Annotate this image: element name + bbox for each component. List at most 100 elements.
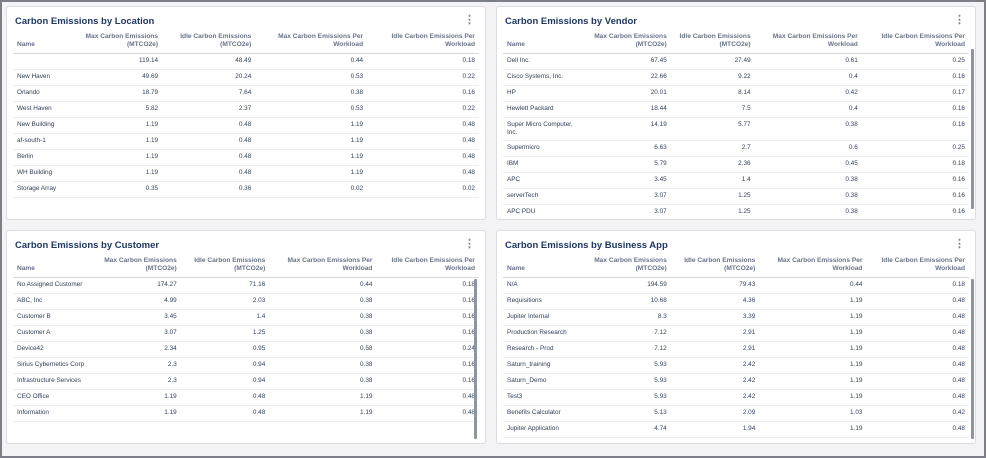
column-header-name[interactable]: Name [503,255,583,278]
cell-value: 2.37 [162,101,256,118]
table-row[interactable]: Research - Prod 7.12 2.91 1.19 0.48 [503,341,969,358]
table-row[interactable]: APC PDU 3.07 1.25 0.38 0.16 [503,204,969,215]
table-row[interactable]: Saturn_training 5.93 2.42 1.19 0.48 [503,357,969,374]
cell-name: ABC, Inc [13,293,93,310]
more-options-icon[interactable]: ⋮ [464,238,475,250]
column-header-3[interactable]: Max Carbon Emissions Per Workload [269,255,377,278]
table-row[interactable]: serverTech 3.07 1.25 0.38 0.16 [503,188,969,205]
column-header-2[interactable]: Idle Carbon Emissions (MTCO2e) [670,255,760,278]
cell-value: 194.59 [582,277,671,294]
table-row[interactable]: HP 20.01 8.14 0.42 0.17 [503,85,969,102]
cell-name: CEO Office [13,389,93,406]
table-row[interactable]: Infrastructure Services 2.3 0.94 0.38 0.16 [13,373,479,390]
table-header-row: Name Max Carbon Emissions (MTCO2e) Idle Ca… [13,255,479,278]
table-row[interactable]: Jupiter Application 4.74 1.94 1.19 0.48 [503,421,969,438]
cell-value: 1.25 [670,204,755,215]
table-row[interactable]: Cisco Systems, Inc. 22.66 9.22 0.4 0.16 [503,69,969,86]
cell-name: Supermicro [503,140,587,157]
column-header-1[interactable]: Max Carbon Emissions (MTCO2e) [582,255,671,278]
cell-value: 1.19 [759,421,867,438]
table-row[interactable]: IBM 5.79 2.36 0.45 0.18 [503,156,969,173]
column-header-4[interactable]: Idle Carbon Emissions Per Workload [866,255,969,278]
cell-value: 1.19 [269,389,377,406]
table-row[interactable]: N/A 194.59 79.43 0.44 0.18 [503,277,969,294]
column-header-4[interactable]: Idle Carbon Emissions Per Workload [861,31,969,54]
table-row[interactable]: New Haven 49.69 20.24 0.53 0.22 [13,69,479,86]
column-header-1[interactable]: Max Carbon Emissions (MTCO2e) [78,31,163,54]
table-row[interactable]: Information 1.19 0.48 1.19 0.48 [13,405,479,422]
column-header-2[interactable]: Idle Carbon Emissions (MTCO2e) [162,31,256,54]
table-row[interactable]: Storage Array 0.35 0.36 0.02 0.02 [13,181,479,198]
cell-name: WH Building [13,165,79,182]
table-row[interactable]: WH Building 1.19 0.48 1.19 0.48 [13,165,479,182]
table-row[interactable]: ABC, Inc 4.99 2.03 0.38 0.16 [13,293,479,310]
table-row[interactable]: Production Research 7.12 2.91 1.19 0.48 [503,325,969,342]
cell-value: 0.38 [754,117,862,141]
table-row[interactable]: Sirius Cybernetics Corp 2.3 0.94 0.38 0.16 [13,357,479,374]
table-row[interactable]: Benefits Calculator 5.13 2.09 1.03 0.42 [503,405,969,422]
cell-value: 2.42 [670,373,760,390]
scrollbar[interactable] [971,279,974,439]
table-row[interactable]: Requisitions 10.68 4.36 1.19 0.48 [503,293,969,310]
cell-value: 0.48 [180,405,270,422]
table-row[interactable]: New Building 1.19 0.48 1.19 0.48 [13,117,479,134]
column-header-name[interactable]: Name [13,31,79,54]
cell-value: 0.48 [162,149,256,166]
column-header-name[interactable]: Name [13,255,93,278]
column-header-2[interactable]: Idle Carbon Emissions (MTCO2e) [670,31,755,54]
table-row[interactable]: Test3 5.93 2.42 1.19 0.48 [503,389,969,406]
scrollbar[interactable] [474,279,477,439]
column-header-3[interactable]: Max Carbon Emissions Per Workload [759,255,867,278]
cell-value: 1.03 [759,405,867,422]
scrollbar[interactable] [971,49,974,209]
column-header-2[interactable]: Idle Carbon Emissions (MTCO2e) [180,255,270,278]
table-row[interactable]: Hewlett Packard 18.44 7.5 0.4 0.16 [503,101,969,118]
cell-name: New Building [13,117,79,134]
more-options-icon[interactable]: ⋮ [954,238,965,250]
table-row[interactable]: Dell Inc. 67.45 27.49 0.61 0.25 [503,53,969,70]
cell-value: 1.94 [670,421,760,438]
more-options-icon[interactable]: ⋮ [954,14,965,26]
table-row[interactable]: af-south-1 1.19 0.48 1.19 0.48 [13,133,479,150]
table-row[interactable]: 119.14 48.49 0.44 0.18 [13,53,479,70]
table-row[interactable]: Supermicro 6.63 2.7 0.6 0.25 [503,140,969,157]
cell-name: New Haven [13,69,79,86]
column-header-3[interactable]: Max Carbon Emissions Per Workload [255,31,368,54]
table-row[interactable]: CEO Office 1.19 0.48 1.19 0.48 [13,389,479,406]
cell-value: 7.12 [582,325,671,342]
cell-value: 0.36 [162,181,256,198]
cell-value: 0.18 [376,277,479,294]
table-row[interactable]: Orlando 18.79 7.64 0.38 0.16 [13,85,479,102]
cell-value: 5.79 [586,156,671,173]
table-row[interactable]: APC 3.45 1.4 0.38 0.16 [503,172,969,189]
column-header-name[interactable]: Name [503,31,587,54]
cell-value: 0.48 [866,421,969,438]
table-row[interactable]: West Haven 5.82 2.37 0.53 0.22 [13,101,479,118]
cell-value: 0.02 [367,181,479,198]
cell-value: 7.64 [162,85,256,102]
table-row[interactable]: Customer A 3.07 1.25 0.38 0.16 [13,325,479,342]
cell-value: 0.38 [754,188,862,205]
table-row[interactable]: Berlin 1.19 0.48 1.19 0.48 [13,149,479,166]
table-row[interactable]: Saturn_Demo 5.93 2.42 1.19 0.48 [503,373,969,390]
cell-value: 0.38 [269,357,377,374]
table-row[interactable]: No Assigned Customer 174.27 71.16 0.44 0.18 [13,277,479,294]
cell-name: Saturn_Demo [503,373,583,390]
column-header-1[interactable]: Max Carbon Emissions (MTCO2e) [92,255,181,278]
table-row[interactable]: Jupiter Internal 8.3 3.39 1.19 0.48 [503,309,969,326]
cell-value: 18.44 [586,101,671,118]
cell-value: 0.02 [255,181,368,198]
column-header-4[interactable]: Idle Carbon Emissions Per Workload [367,31,479,54]
cell-value: 0.48 [162,165,256,182]
table-row[interactable]: Device42 2.34 0.95 0.58 0.24 [13,341,479,358]
more-options-icon[interactable]: ⋮ [464,14,475,26]
cell-value: 71.16 [180,277,270,294]
column-header-1[interactable]: Max Carbon Emissions (MTCO2e) [586,31,671,54]
column-header-4[interactable]: Idle Carbon Emissions Per Workload [376,255,479,278]
cell-name: Device42 [13,341,93,358]
cell-value: 7.12 [582,341,671,358]
table-row[interactable]: Super Micro Computer, Inc. 14.19 5.77 0.38 0… [503,117,969,141]
panel-location: Carbon Emissions by Location ⋮ Name Max C… [6,6,486,220]
column-header-3[interactable]: Max Carbon Emissions Per Workload [754,31,862,54]
table-row[interactable]: Customer B 3.45 1.4 0.38 0.16 [13,309,479,326]
